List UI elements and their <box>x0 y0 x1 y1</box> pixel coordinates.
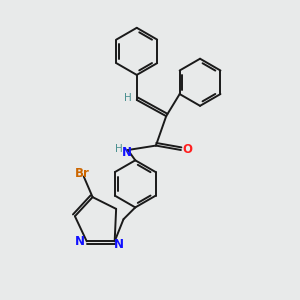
Text: N: N <box>122 146 131 159</box>
Text: N: N <box>75 235 85 248</box>
Text: H: H <box>115 143 123 154</box>
Text: O: O <box>182 143 192 156</box>
Text: Br: Br <box>75 167 90 180</box>
Text: N: N <box>114 238 124 251</box>
Text: H: H <box>124 94 132 103</box>
